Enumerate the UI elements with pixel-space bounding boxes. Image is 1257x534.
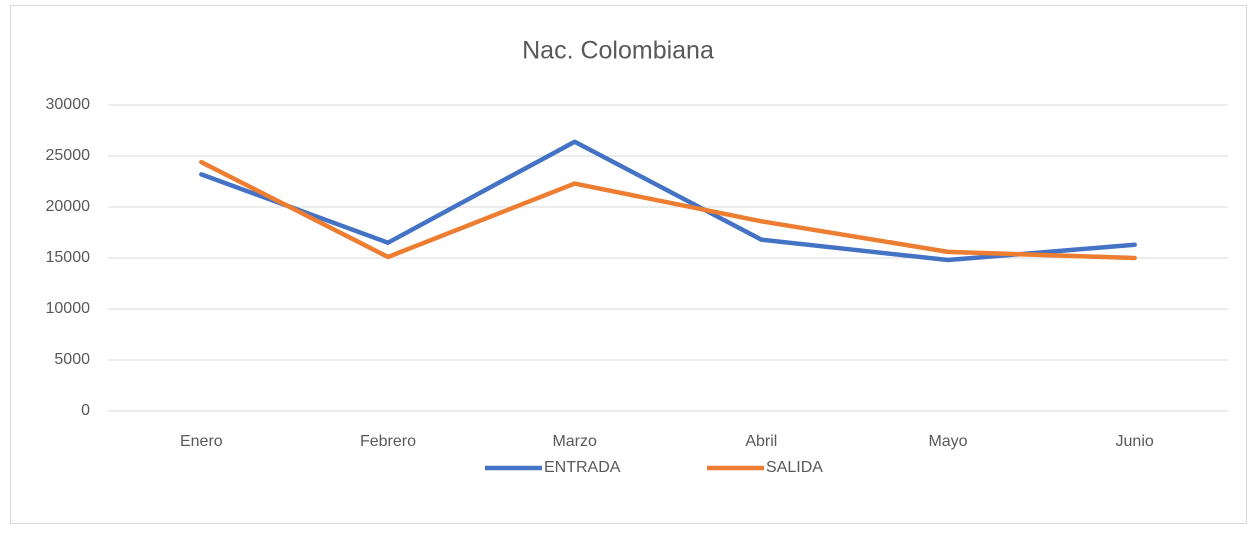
y-tick-label: 15000 (46, 249, 91, 266)
x-tick-label: Marzo (552, 433, 597, 450)
chart-title: Nac. Colombiana (522, 37, 714, 65)
line (199, 159, 1137, 261)
legend-label: SALIDA (766, 459, 823, 476)
x-tick-label: Mayo (928, 433, 967, 450)
chart-border (10, 5, 1247, 524)
line (199, 139, 1137, 263)
y-tick-label: 30000 (46, 96, 91, 113)
x-tick-label: Febrero (360, 433, 416, 450)
x-tick-label: Abril (745, 433, 777, 450)
y-tick-label: 0 (81, 402, 90, 419)
y-tick-label: 20000 (46, 198, 91, 215)
y-tick-label: 5000 (54, 351, 90, 368)
y-tick-label: 10000 (46, 300, 91, 317)
legend-label: ENTRADA (544, 459, 621, 476)
x-tick-label: Enero (180, 433, 223, 450)
y-tick-label: 25000 (46, 147, 91, 164)
x-tick-label: Junio (1116, 433, 1154, 450)
